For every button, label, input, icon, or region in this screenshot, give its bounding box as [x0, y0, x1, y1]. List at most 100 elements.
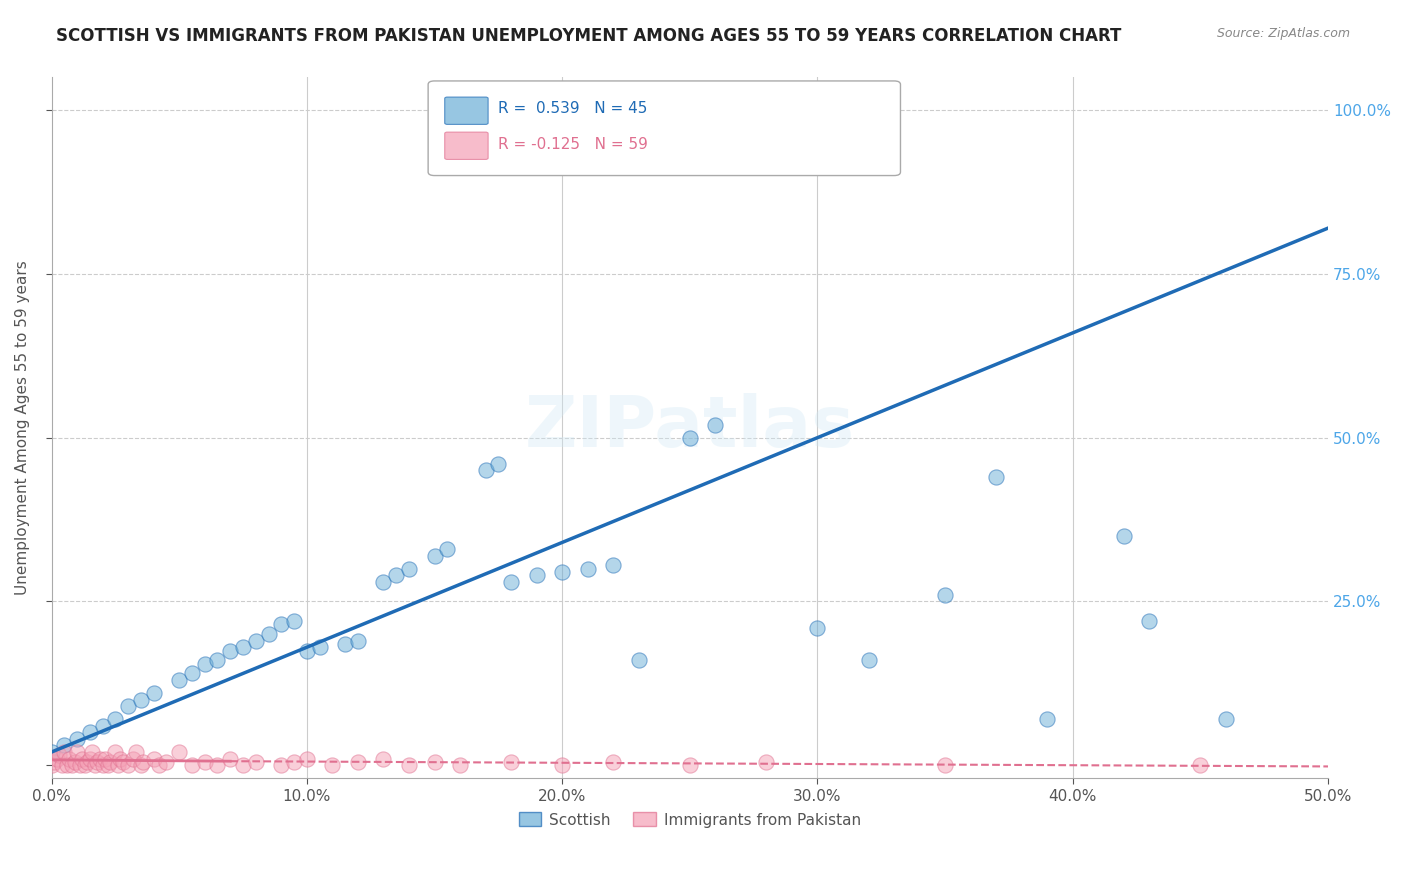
Point [194, 755, 217, 769]
Point [148, 758, 170, 772]
Point [79, 751, 101, 765]
Point [104, 745, 127, 759]
Point [704, 417, 727, 432]
Point [48, 748, 70, 763]
Point [501, 755, 523, 769]
Point [132, 755, 155, 769]
Point [576, 561, 599, 575]
Point [486, 457, 509, 471]
Point [142, 751, 165, 765]
Point [207, 653, 229, 667]
Point [219, 643, 242, 657]
Point [934, 588, 956, 602]
Point [111, 755, 134, 769]
Point [551, 565, 574, 579]
Point [91, 758, 114, 772]
Point [423, 549, 446, 563]
Point [245, 755, 267, 769]
FancyBboxPatch shape [444, 132, 488, 160]
Point [333, 637, 356, 651]
Point [84, 758, 107, 772]
Point [934, 758, 956, 772]
Point [449, 758, 471, 772]
Point [194, 657, 217, 671]
Point [66, 731, 89, 746]
Point [270, 758, 292, 772]
Legend: Scottish, Immigrants from Pakistan: Scottish, Immigrants from Pakistan [512, 806, 868, 834]
Y-axis label: Unemployment Among Ages 55 to 59 years: Unemployment Among Ages 55 to 59 years [15, 260, 30, 595]
Point [257, 627, 280, 641]
Text: R =  0.539   N = 45: R = 0.539 N = 45 [498, 102, 648, 117]
Point [1189, 758, 1212, 772]
Point [56, 758, 79, 772]
Point [63, 755, 86, 769]
Point [129, 758, 152, 772]
Point [679, 431, 702, 445]
Point [806, 621, 828, 635]
Point [53, 739, 76, 753]
Point [207, 758, 229, 772]
Text: ZIPatlas: ZIPatlas [524, 393, 855, 462]
Point [110, 751, 132, 765]
Point [129, 692, 152, 706]
Point [86, 755, 108, 769]
Point [73, 758, 96, 772]
Point [679, 758, 702, 772]
Point [398, 758, 420, 772]
Point [232, 758, 254, 772]
Point [107, 758, 129, 772]
Point [125, 745, 148, 759]
Point [60, 758, 83, 772]
Point [41, 758, 63, 772]
Point [1112, 529, 1135, 543]
Point [755, 755, 778, 769]
Point [283, 614, 305, 628]
Point [91, 719, 114, 733]
Point [858, 653, 880, 667]
Point [89, 751, 111, 765]
Point [245, 633, 267, 648]
Point [181, 758, 204, 772]
Point [295, 751, 318, 765]
Point [385, 568, 408, 582]
Point [270, 617, 292, 632]
Point [373, 574, 395, 589]
Point [730, 103, 752, 118]
Point [295, 643, 318, 657]
Point [986, 470, 1008, 484]
Point [58, 751, 80, 765]
Point [167, 673, 190, 687]
Text: R = -0.125   N = 59: R = -0.125 N = 59 [498, 136, 648, 152]
Point [501, 574, 523, 589]
Point [232, 640, 254, 655]
Text: Source: ZipAtlas.com: Source: ZipAtlas.com [1216, 27, 1350, 40]
Point [155, 755, 177, 769]
Point [321, 758, 343, 772]
Point [79, 725, 101, 739]
Point [602, 755, 624, 769]
Point [94, 751, 117, 765]
Point [167, 745, 190, 759]
Point [423, 755, 446, 769]
Point [1215, 712, 1237, 726]
Point [41, 745, 63, 759]
Point [398, 561, 420, 575]
Point [436, 541, 458, 556]
Point [66, 745, 89, 759]
Point [474, 463, 496, 477]
Point [283, 755, 305, 769]
Point [98, 755, 121, 769]
Point [627, 653, 650, 667]
Text: SCOTTISH VS IMMIGRANTS FROM PAKISTAN UNEMPLOYMENT AMONG AGES 55 TO 59 YEARS CORR: SCOTTISH VS IMMIGRANTS FROM PAKISTAN UNE… [56, 27, 1122, 45]
FancyBboxPatch shape [444, 97, 488, 124]
Point [526, 568, 548, 582]
Point [780, 103, 803, 118]
Point [122, 751, 145, 765]
Point [1036, 712, 1059, 726]
Point [117, 699, 139, 714]
Point [551, 758, 574, 772]
Point [308, 640, 330, 655]
Point [42, 755, 65, 769]
Point [602, 558, 624, 573]
Point [219, 751, 242, 765]
